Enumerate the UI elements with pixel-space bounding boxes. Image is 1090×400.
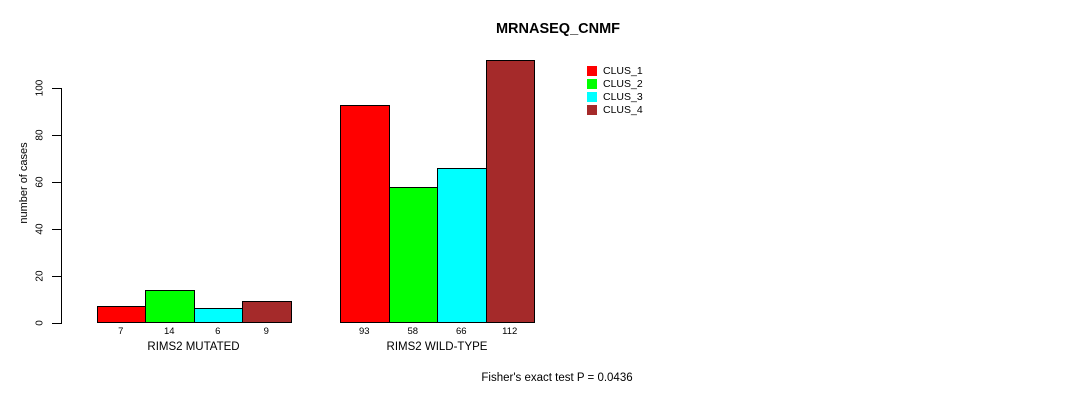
y-tick-mark [52,88,61,90]
bar-clus_2 [388,186,438,324]
y-tick-label: 40 [34,223,46,235]
legend-swatch-icon [587,65,597,76]
y-axis-label: number of cases [18,142,30,224]
bar-value-label: 66 [455,326,467,337]
y-tick-mark [52,181,61,183]
legend-label: CLUS_4 [603,103,643,116]
bar-clus_3 [193,308,243,324]
bar-clus_1 [340,104,390,324]
legend-swatch-icon [587,104,597,115]
bar-value-label: 93 [358,326,370,337]
footnote-text: Fisher's exact test P = 0.0436 [481,372,633,384]
chart-title: MRNASEQ_CNMF [495,21,621,37]
bar-value-label: 14 [163,326,175,337]
legend-label: CLUS_3 [603,90,643,103]
legend-item-clus_2: CLUS_2 [587,77,643,90]
y-axis-line [61,88,62,324]
bar-value-label: 112 [502,326,518,337]
y-tick-mark [52,228,61,230]
y-tick-mark [52,135,61,137]
bar-value-label: 9 [263,326,269,337]
legend-item-clus_1: CLUS_1 [587,64,643,77]
bar-clus_4 [485,60,535,324]
legend: CLUS_1 CLUS_2 CLUS_3 CLUS_4 [587,64,643,116]
bar-clus_1 [96,306,146,324]
y-tick-label: 60 [34,176,46,188]
legend-label: CLUS_2 [603,77,643,90]
y-tick-label: 20 [34,270,46,282]
y-tick-label: 80 [34,129,46,141]
y-tick-label: 0 [34,319,46,326]
bar-clus_2 [145,289,195,324]
bar-value-label: 6 [215,326,221,337]
y-tick-label: 100 [34,79,46,97]
bar-value-label: 7 [118,326,124,337]
y-tick-mark [52,275,61,277]
legend-label: CLUS_1 [603,64,643,77]
bar-value-label: 58 [407,326,419,337]
legend-item-clus_3: CLUS_3 [587,90,643,103]
legend-swatch-icon [587,78,597,89]
legend-swatch-icon [587,91,597,102]
bar-clus_4 [242,301,292,324]
legend-item-clus_4: CLUS_4 [587,103,643,116]
group-label: RIMS2 MUTATED [147,341,240,353]
bar-clus_3 [437,167,487,324]
y-tick-mark [52,322,61,324]
group-label: RIMS2 WILD-TYPE [386,341,488,353]
